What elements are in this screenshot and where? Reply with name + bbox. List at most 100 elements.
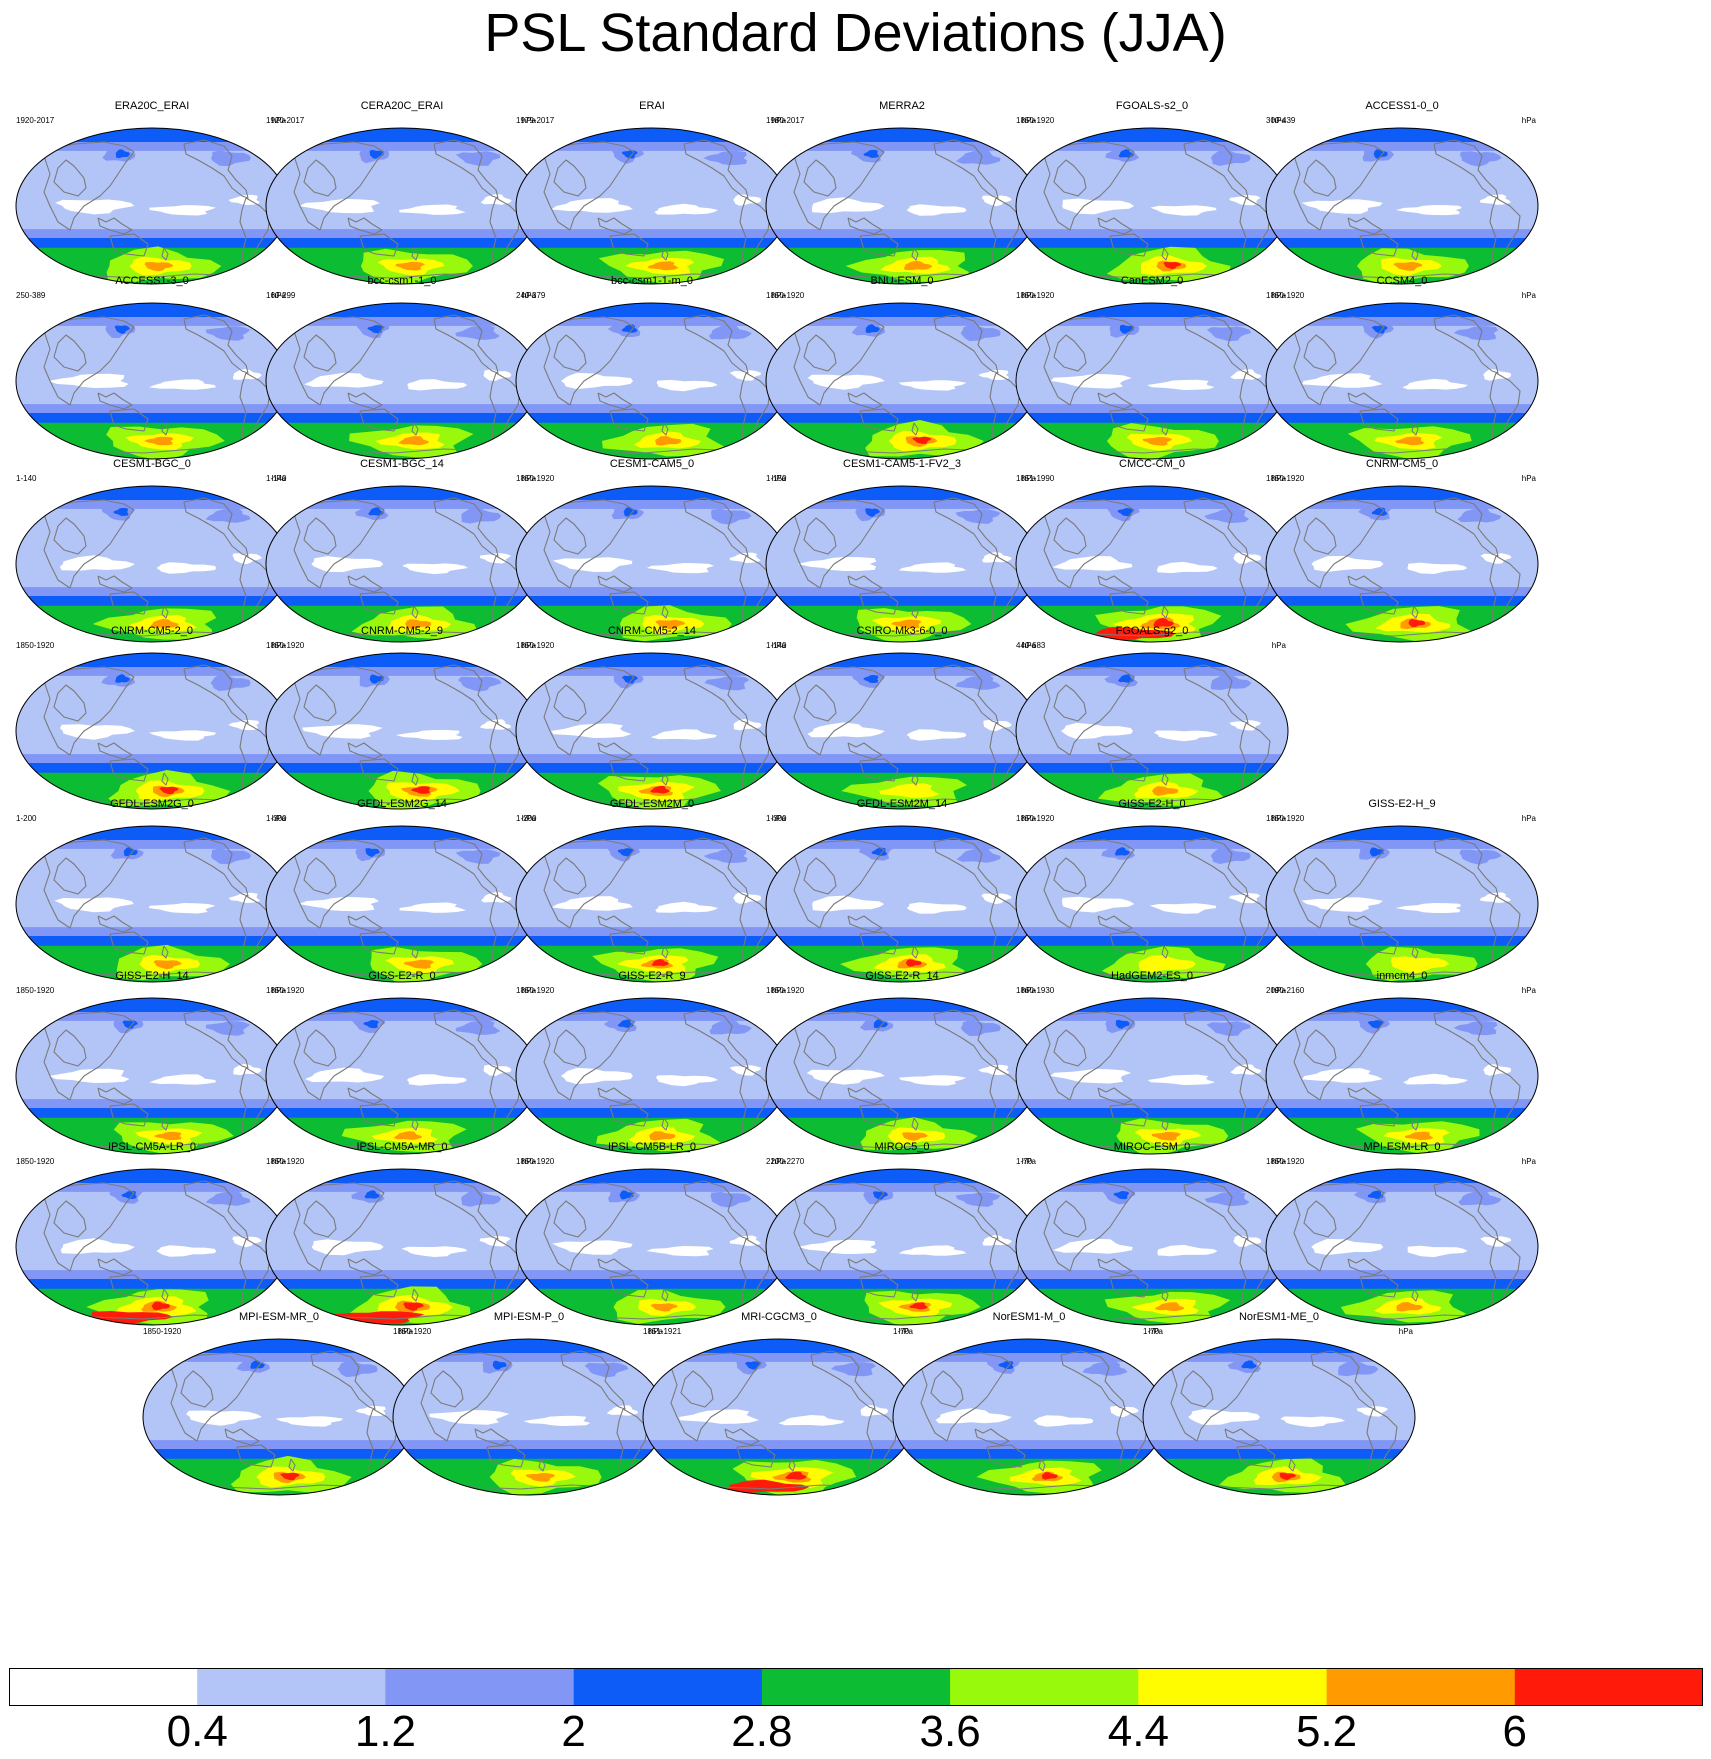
panel-years: 1920-2017 — [16, 116, 55, 125]
colorbar — [9, 1668, 1703, 1706]
panel-title: CMCC-CM_0 — [1119, 458, 1185, 470]
panel-years: 1-200 — [16, 814, 37, 823]
map-panel: NorESM1-M_0 1-70 hPa — [891, 1311, 1167, 1497]
panel-units: hPa — [1271, 641, 1286, 650]
map-panel: GISS-E2-R_14 1850-1920 hPa — [764, 970, 1040, 1156]
panel-units: hPa — [1271, 474, 1286, 483]
map-panel: GFDL-ESM2M_0 1-200 hPa — [514, 798, 790, 984]
panel-units: hPa — [521, 986, 536, 995]
map-plot — [515, 485, 789, 643]
map-plot — [1265, 1168, 1539, 1326]
map-plot — [265, 302, 539, 460]
map-plot — [15, 652, 289, 810]
map-plot — [142, 1338, 416, 1496]
panel-units: hPa — [771, 986, 786, 995]
panel-years: 1-140 — [16, 474, 37, 483]
panel-units: hPa — [1271, 986, 1286, 995]
panel-units: hPa — [1271, 291, 1286, 300]
panel-title: CESM1-BGC_0 — [113, 458, 191, 470]
map-panel: HadGEM2-ES_0 1860-1930 hPa — [1014, 970, 1290, 1156]
panel-title: ACCESS1-3_0 — [115, 275, 189, 287]
map-plot — [1265, 485, 1539, 643]
panel-years: 1-140 — [766, 641, 787, 650]
panel-title: CNRM-CM5-2_0 — [111, 625, 193, 637]
panel-title: HadGEM2-ES_0 — [1111, 970, 1193, 982]
map-plot — [1015, 825, 1289, 983]
map-panel: IPSL-CM5A-LR_0 1850-1920 hPa — [14, 1141, 290, 1327]
map-panel: CCSM4_0 1850-1920 hPa — [1264, 275, 1540, 461]
map-plot — [1015, 302, 1289, 460]
panel-title: NorESM1-ME_0 — [1238, 1311, 1320, 1323]
panel-years: 1-70 — [893, 1327, 910, 1336]
map-plot — [515, 302, 789, 460]
panel-title: IPSL-CM5A-LR_0 — [107, 1141, 197, 1153]
panel-units: hPa — [1021, 814, 1036, 823]
colorbar-outline — [9, 1668, 1703, 1706]
panel-units: hPa — [771, 814, 786, 823]
panel-years: 1850-1920 — [1266, 474, 1305, 483]
map-plot — [265, 1168, 539, 1326]
map-panel: CESM1-BGC_0 1-140 hPa — [14, 458, 290, 644]
map-plot — [1265, 302, 1539, 460]
panel-title: inmcm4_0 — [1376, 970, 1428, 982]
panel-title: IPSL-CM5A-MR_0 — [356, 1141, 448, 1153]
panel-years: 300-439 — [1266, 116, 1296, 125]
map-plot — [15, 1168, 289, 1326]
map-panel: FGOALS-s2_0 1850-1920 hPa — [1014, 100, 1290, 286]
map-panel: bcc-csm1-1-m_0 240-379 hPa — [514, 275, 790, 461]
map-plot — [515, 1168, 789, 1326]
panel-units: hPa — [1271, 814, 1286, 823]
map-panel: MERRA2 1980-2017 hPa — [764, 100, 1040, 286]
map-panel: GFDL-ESM2G_14 1-300 hPa — [264, 798, 540, 984]
map-plot — [265, 485, 539, 643]
panel-units: hPa — [1521, 291, 1536, 300]
map-plot — [765, 652, 1039, 810]
panel-years: 1850-1920 — [766, 291, 805, 300]
panel-title: MPI-ESM-P_0 — [493, 1311, 565, 1323]
panel-title: FGOALS-s2_0 — [1115, 100, 1189, 112]
panel-title: bcc-csm1-1-m_0 — [611, 275, 693, 287]
panel-title: GISS-E2-R_9 — [618, 970, 686, 982]
map-panel: NorESM1-ME_0 1-70 hPa — [1141, 1311, 1417, 1497]
panel-units: hPa — [1271, 116, 1286, 125]
map-panel: ACCESS1-0_0 300-439 hPa — [1264, 100, 1540, 286]
panel-units: hPa — [521, 291, 536, 300]
map-panel: FGOALS-g2_0 440-683 hPa — [1014, 625, 1290, 811]
map-plot — [1265, 127, 1539, 285]
map-panel: MPI-ESM-MR_0 1850-1920 hPa — [141, 1311, 417, 1497]
panel-units: hPa — [1521, 814, 1536, 823]
map-plot — [15, 997, 289, 1155]
map-panel: CESM1-CAM5_0 1850-1920 hPa — [514, 458, 790, 644]
panel-units: hPa — [1021, 641, 1036, 650]
map-panel: MIROC5_0 2200-2270 hPa — [764, 1141, 1040, 1327]
colorbar-tick-label: 4.4 — [1107, 1707, 1169, 1756]
colorbar-swatch — [950, 1668, 1139, 1706]
map-panel: ERAI 1979-2017 hPa — [514, 100, 790, 286]
panel-title: MPI-ESM-MR_0 — [238, 1311, 320, 1323]
panel-units: hPa — [771, 1157, 786, 1166]
map-plot — [1015, 652, 1289, 810]
panel-units: hPa — [1398, 1327, 1413, 1336]
panel-units: hPa — [1271, 1157, 1286, 1166]
panel-years: 1920-2017 — [266, 116, 305, 125]
panel-units: hPa — [648, 1327, 663, 1336]
panel-units: hPa — [898, 1327, 913, 1336]
panel-years: 1850-1920 — [16, 986, 55, 995]
map-plot — [642, 1338, 916, 1496]
panel-units: hPa — [271, 474, 286, 483]
map-plot — [765, 997, 1039, 1155]
map-plot — [1015, 1168, 1289, 1326]
map-plot — [1015, 127, 1289, 285]
map-panel: CSIRO-Mk3-6-0_0 1-140 hPa — [764, 625, 1040, 811]
panel-years: 2200-2270 — [766, 1157, 805, 1166]
panel-title: GISS-E2-R_0 — [368, 970, 436, 982]
panel-title: CESM1-CAM5-1-FV2_3 — [843, 458, 961, 470]
panel-units: hPa — [1021, 1157, 1036, 1166]
map-panel: GISS-E2-H_0 1850-1920 hPa — [1014, 798, 1290, 984]
map-panel: CERA20C_ERAI 1920-2017 hPa — [264, 100, 540, 286]
panel-units: hPa — [521, 814, 536, 823]
panel-units: hPa — [1521, 986, 1536, 995]
panel-title: BNU-ESM_0 — [870, 275, 934, 287]
colorbar-swatch — [1514, 1668, 1703, 1706]
panel-years: 1-150 — [766, 474, 787, 483]
